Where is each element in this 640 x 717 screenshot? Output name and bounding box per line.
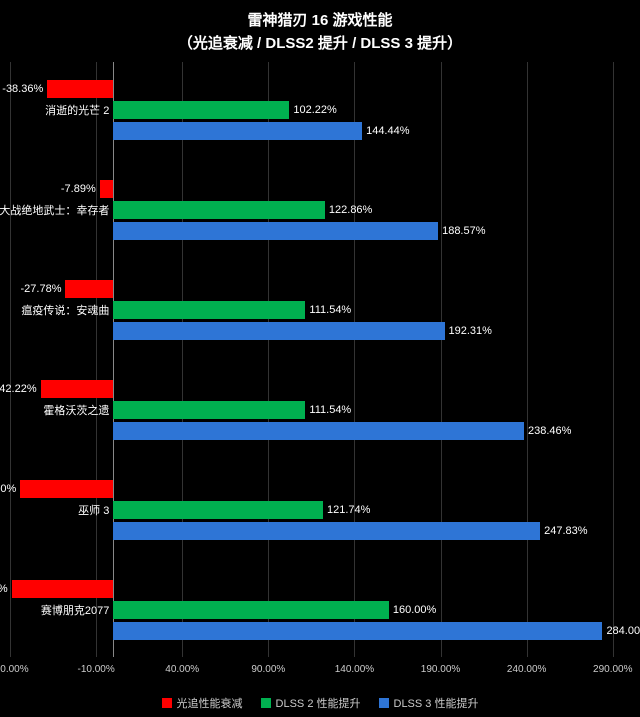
- bar-value-label: -42.22%: [0, 383, 41, 395]
- bar-dlss2: 160.00%: [113, 601, 389, 619]
- legend: 光追性能衰减 DLSS 2 性能提升 DLSS 3 性能提升: [0, 695, 640, 711]
- game-name-label: 星球大战绝地武士：幸存者: [0, 202, 109, 218]
- game-name-label: 消逝的光芒 2: [45, 102, 109, 118]
- bar-value-label: 284.00%: [602, 625, 640, 637]
- bar-value-label: 238.46%: [524, 425, 571, 437]
- bar-value-label: 160.00%: [389, 604, 436, 616]
- grid-line: [182, 62, 183, 657]
- bar-dlss3: 188.57%: [113, 222, 438, 240]
- bar-dlss2: 122.86%: [113, 201, 325, 219]
- x-tick-label: 240.00%: [507, 664, 546, 675]
- chart-title: 雷神猎刃 16 游戏性能 （光追衰减 / DLSS2 提升 / DLSS 3 提…: [0, 0, 640, 55]
- grid-line: [10, 62, 11, 657]
- grid-line: [527, 62, 528, 657]
- game-name-label: 霍格沃茨之遗: [43, 402, 109, 418]
- x-tick-label: -10.00%: [77, 664, 114, 675]
- game-name-label: 巫师 3: [78, 502, 109, 518]
- bar-rt: -38.36%: [47, 80, 113, 98]
- bar-dlss2: 121.74%: [113, 501, 323, 519]
- bar-value-label: 188.57%: [438, 225, 485, 237]
- bar-rt: -7.89%: [100, 180, 114, 198]
- bar-value-label: 111.54%: [305, 304, 351, 316]
- game-name-label: 瘟疫传说：安魂曲: [21, 302, 109, 318]
- bar-dlss2: 102.22%: [113, 101, 289, 119]
- performance-chart: 雷神猎刃 16 游戏性能 （光追衰减 / DLSS2 提升 / DLSS 3 提…: [0, 0, 640, 717]
- x-tick-label: 90.00%: [251, 664, 285, 675]
- plot-area: -60.00% -10.00% 40.00% 90.00% 140.00% 190.00%…: [0, 62, 640, 675]
- legend-label-rt: 光追性能衰减: [177, 695, 243, 711]
- legend-label-dlss2: DLSS 2 性能提升: [276, 695, 361, 711]
- chart-title-line1: 雷神猎刃 16 游戏性能: [0, 10, 640, 33]
- game-group: -38.36%102.22%144.44%消逝的光芒 2: [0, 80, 640, 140]
- bar-dlss3: 238.46%: [113, 422, 524, 440]
- game-group: -27.78%111.54%192.31%瘟疫传说：安魂曲: [0, 280, 640, 340]
- bar-rt: -42.22%: [41, 380, 114, 398]
- x-tick-label: 40.00%: [165, 664, 199, 675]
- bar-value-label: -38.36%: [2, 83, 47, 95]
- bar-value-label: 247.83%: [540, 525, 587, 537]
- bar-dlss3: 192.31%: [113, 322, 444, 340]
- grid-line: [354, 62, 355, 657]
- bar-dlss2: 111.54%: [113, 401, 305, 419]
- bar-rt: -27.78%: [65, 280, 113, 298]
- legend-swatch-dlss3: [379, 698, 389, 708]
- bar-value-label: 144.44%: [362, 125, 409, 137]
- bar-dlss3: 284.00%: [113, 622, 602, 640]
- game-group: -7.89%122.86%188.57%星球大战绝地武士：幸存者: [0, 180, 640, 240]
- bar-dlss3: 144.44%: [113, 122, 362, 140]
- bar-dlss3: 247.83%: [113, 522, 540, 540]
- bar-value-label: -59.02%: [0, 583, 12, 595]
- x-tick-label: 190.00%: [421, 664, 460, 675]
- legend-item-dlss3: DLSS 3 性能提升: [379, 695, 479, 711]
- legend-swatch-rt: [162, 698, 172, 708]
- bar-value-label: 102.22%: [289, 104, 336, 116]
- legend-item-rt: 光追性能衰减: [162, 695, 243, 711]
- x-tick-label: 140.00%: [335, 664, 374, 675]
- bar-dlss2: 111.54%: [113, 301, 305, 319]
- bar-value-label: 111.54%: [305, 404, 351, 416]
- x-tick-label: -60.00%: [0, 664, 29, 675]
- zero-line: [113, 62, 114, 657]
- bar-rt: -59.02%: [12, 580, 114, 598]
- game-group: -42.22%111.54%238.46%霍格沃茨之遗: [0, 380, 640, 440]
- legend-swatch-dlss2: [261, 698, 271, 708]
- grid-line: [268, 62, 269, 657]
- game-group: -54.00%121.74%247.83%巫师 3: [0, 480, 640, 540]
- bar-value-label: -54.00%: [0, 483, 20, 495]
- game-name-label: 赛博朋克2077: [41, 602, 109, 618]
- grid-line: [613, 62, 614, 657]
- chart-title-line2: （光追衰减 / DLSS2 提升 / DLSS 3 提升）: [0, 33, 640, 56]
- bar-value-label: -27.78%: [21, 283, 66, 295]
- legend-label-dlss3: DLSS 3 性能提升: [394, 695, 479, 711]
- bar-value-label: 122.86%: [325, 204, 372, 216]
- x-tick-label: 290.00%: [593, 664, 632, 675]
- grid-line: [441, 62, 442, 657]
- bar-rt: -54.00%: [20, 480, 113, 498]
- game-group: -59.02%160.00%284.00%赛博朋克2077: [0, 580, 640, 640]
- grid-line: [96, 62, 97, 657]
- bar-value-label: 121.74%: [323, 504, 370, 516]
- bar-value-label: -7.89%: [61, 183, 100, 195]
- legend-item-dlss2: DLSS 2 性能提升: [261, 695, 361, 711]
- bar-value-label: 192.31%: [445, 325, 492, 337]
